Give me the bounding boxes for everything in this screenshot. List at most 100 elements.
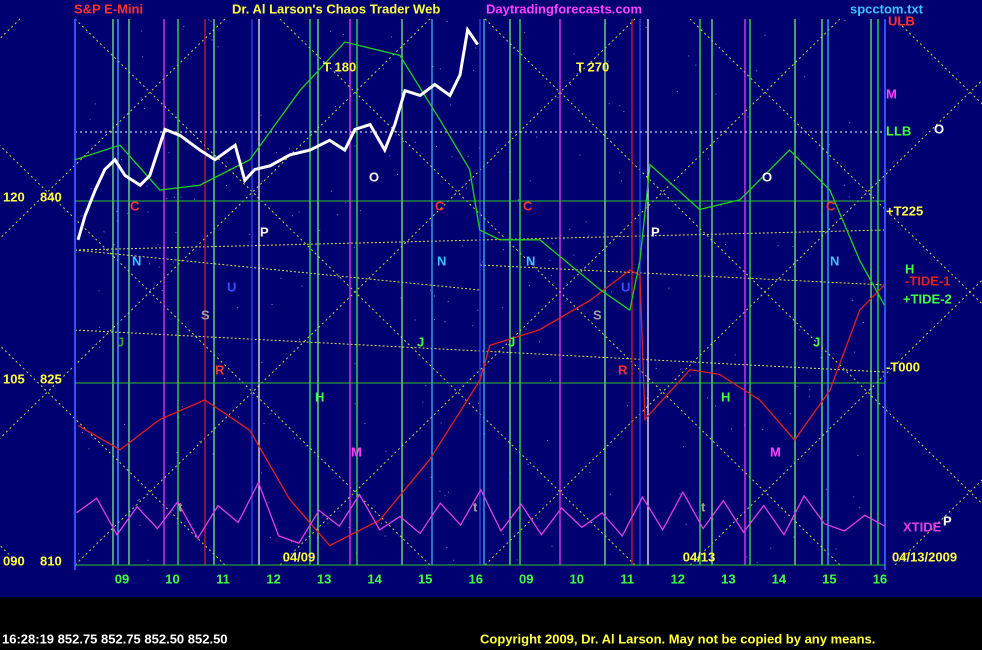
plot-label: M bbox=[351, 444, 362, 459]
star bbox=[777, 245, 779, 247]
star bbox=[589, 471, 591, 473]
star bbox=[425, 385, 427, 387]
star bbox=[103, 231, 105, 233]
star bbox=[512, 513, 514, 515]
level-label: LLB bbox=[886, 123, 911, 138]
plot-label: S bbox=[593, 307, 602, 322]
x-tick-label: 13 bbox=[721, 571, 735, 586]
star bbox=[608, 103, 610, 105]
star bbox=[446, 21, 448, 23]
star bbox=[862, 321, 864, 323]
star bbox=[551, 545, 553, 547]
plot-label: R bbox=[215, 362, 225, 377]
star bbox=[185, 141, 187, 143]
plot-label: T 180 bbox=[323, 59, 356, 74]
star bbox=[447, 491, 449, 493]
star bbox=[619, 172, 621, 174]
star bbox=[126, 213, 128, 215]
x-tick-label: 13 bbox=[317, 571, 331, 586]
star bbox=[789, 413, 791, 415]
star bbox=[451, 156, 453, 158]
plot-label: T 270 bbox=[576, 59, 609, 74]
level-label: +T225 bbox=[886, 203, 923, 218]
star bbox=[172, 509, 174, 511]
date-label: 04/13/2009 bbox=[892, 549, 957, 564]
star bbox=[502, 306, 504, 308]
star bbox=[848, 196, 850, 198]
x-tick-label: 15 bbox=[418, 571, 432, 586]
star bbox=[194, 198, 196, 200]
star bbox=[715, 405, 717, 407]
cycle-tick-label: 105 bbox=[3, 371, 25, 386]
level-label: -T000 bbox=[886, 359, 920, 374]
x-tick-label: 11 bbox=[216, 571, 230, 586]
star bbox=[359, 210, 361, 212]
star bbox=[746, 556, 748, 558]
star bbox=[603, 232, 605, 234]
level-label: O bbox=[934, 121, 944, 136]
star bbox=[809, 389, 811, 391]
star bbox=[381, 522, 382, 524]
star bbox=[466, 187, 468, 189]
chart-title: Dr. Al Larson's Chaos Trader Web bbox=[232, 1, 440, 16]
star bbox=[690, 133, 692, 135]
star bbox=[275, 152, 277, 154]
star bbox=[472, 325, 474, 327]
star bbox=[217, 46, 219, 48]
star bbox=[585, 221, 587, 223]
star bbox=[166, 198, 168, 200]
star bbox=[843, 184, 845, 186]
star bbox=[269, 413, 271, 415]
star bbox=[449, 104, 451, 106]
star bbox=[569, 228, 571, 230]
level-label: ULB bbox=[888, 13, 915, 28]
star bbox=[580, 66, 582, 68]
star bbox=[147, 211, 149, 213]
star bbox=[161, 290, 163, 292]
series-line bbox=[74, 41, 886, 312]
star bbox=[536, 136, 538, 138]
star bbox=[173, 196, 175, 198]
star bbox=[467, 155, 469, 157]
star bbox=[563, 238, 565, 240]
level-label: P bbox=[943, 513, 952, 528]
star bbox=[756, 70, 758, 72]
star bbox=[853, 351, 855, 353]
star bbox=[354, 145, 356, 147]
star bbox=[348, 526, 350, 528]
star bbox=[573, 53, 575, 55]
star bbox=[88, 448, 90, 450]
plot-label: C bbox=[523, 198, 533, 213]
star bbox=[439, 490, 441, 492]
plot-label: O bbox=[369, 169, 379, 184]
star bbox=[683, 446, 685, 448]
star bbox=[146, 185, 148, 187]
plot-label: t bbox=[473, 499, 478, 514]
star bbox=[298, 338, 300, 340]
series-title: S&P E-Mini bbox=[74, 1, 143, 16]
star bbox=[212, 453, 214, 455]
star bbox=[475, 47, 477, 49]
star bbox=[168, 152, 170, 154]
star bbox=[144, 133, 146, 135]
star bbox=[149, 263, 151, 265]
star bbox=[354, 363, 356, 365]
plot-label: M bbox=[770, 444, 781, 459]
star bbox=[764, 34, 766, 36]
star bbox=[305, 445, 307, 447]
star bbox=[609, 493, 611, 495]
star bbox=[211, 39, 213, 41]
star bbox=[430, 476, 432, 478]
star bbox=[116, 211, 118, 213]
star bbox=[758, 98, 760, 100]
star bbox=[145, 96, 147, 98]
star bbox=[527, 463, 529, 465]
star bbox=[655, 367, 657, 369]
star bbox=[619, 105, 621, 107]
x-tick-label: 12 bbox=[671, 571, 685, 586]
star bbox=[547, 439, 549, 441]
x-tick-label: 15 bbox=[822, 571, 836, 586]
star bbox=[322, 514, 324, 516]
x-tick-label: 12 bbox=[266, 571, 280, 586]
star bbox=[334, 105, 336, 107]
